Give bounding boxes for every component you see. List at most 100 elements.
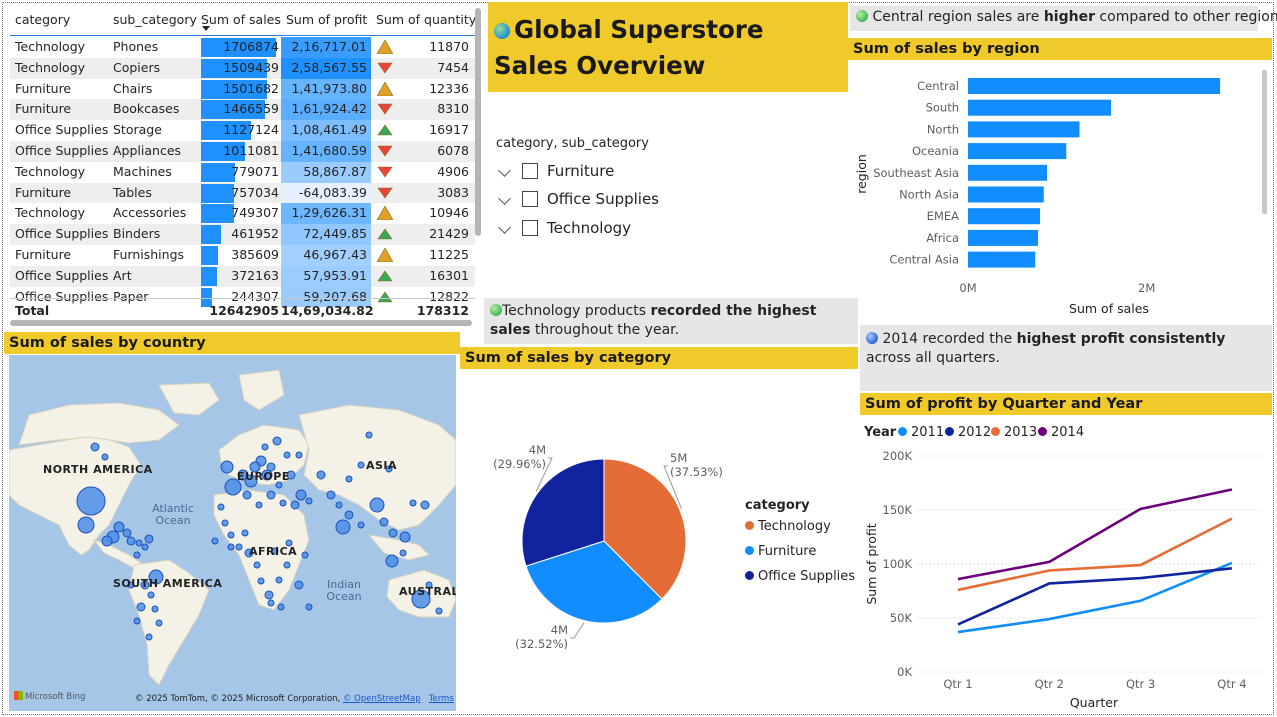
country-sales-bubble[interactable] [285, 539, 293, 547]
sales-map[interactable]: NORTH AMERICA EUROPE ASIA AFRICA SOUTH A… [9, 355, 456, 711]
country-sales-bubble[interactable] [211, 537, 219, 545]
country-sales-bubble[interactable] [435, 607, 443, 615]
country-sales-bubble[interactable] [151, 605, 159, 613]
country-sales-bubble[interactable] [294, 580, 304, 590]
country-sales-bubble[interactable] [266, 462, 276, 472]
country-sales-bubble[interactable] [283, 561, 291, 569]
table-row[interactable]: Technology Accessories 749307 1,29,626.31 10… [10, 203, 475, 225]
pie-slice-office-supplies[interactable] [521, 458, 605, 567]
country-sales-bubble[interactable] [261, 469, 273, 481]
line-legend-2013[interactable]: 2013 [991, 425, 1037, 440]
country-sales-bubble[interactable] [290, 500, 300, 510]
table-horizontal-scrollbar[interactable] [10, 320, 472, 326]
table-row[interactable]: Furniture Bookcases 1466559 1,61,924.42 8310 [10, 99, 475, 121]
country-sales-bubble[interactable] [420, 500, 430, 510]
country-sales-bubble[interactable] [365, 431, 373, 439]
country-sales-bubble[interactable] [305, 603, 313, 611]
country-sales-bubble[interactable] [77, 516, 95, 534]
country-sales-bubble[interactable] [275, 481, 283, 489]
country-sales-bubble[interactable] [267, 599, 275, 607]
country-sales-bubble[interactable] [148, 569, 164, 585]
country-sales-bubble[interactable] [126, 536, 136, 546]
table-row[interactable]: Technology Machines 779071 58,867.87 4906 [10, 161, 475, 183]
country-sales-bubble[interactable] [237, 469, 249, 481]
country-sales-bubble[interactable] [145, 633, 153, 641]
pie-legend-office-supplies[interactable]: Office Supplies [745, 569, 855, 584]
table-vertical-scrollbar[interactable] [475, 8, 481, 236]
col-header-sub-category[interactable]: sub_category [113, 12, 197, 27]
line-series-2014[interactable] [957, 488, 1233, 581]
country-sales-bubble[interactable] [133, 617, 141, 625]
country-sales-bubble[interactable] [133, 551, 141, 559]
country-sales-bubble[interactable] [113, 521, 125, 533]
line-series-2013[interactable] [957, 517, 1233, 592]
country-sales-bubble[interactable] [241, 529, 249, 537]
slicer-checkbox[interactable] [522, 163, 538, 179]
country-sales-bubble[interactable] [144, 534, 154, 544]
chevron-down-icon[interactable] [498, 192, 511, 205]
slicer-checkbox[interactable] [522, 191, 538, 207]
country-sales-bubble[interactable] [277, 603, 285, 611]
line-series-2011[interactable] [957, 561, 1233, 634]
table-row[interactable]: Office Supplies Art 372163 57,953.91 16301 [10, 265, 475, 287]
table-row[interactable]: Office Supplies Storage 1127124 1,08,461.49… [10, 120, 475, 141]
osm-link[interactable]: © OpenStreetMap [342, 694, 421, 704]
category-pie-chart[interactable]: 5M(37.53%)4M(32.52%)4M(29.96%) [460, 372, 858, 662]
country-sales-bubble[interactable] [90, 442, 100, 452]
country-sales-bubble[interactable] [335, 519, 351, 535]
map-canvas[interactable] [9, 355, 456, 711]
country-sales-bubble[interactable] [140, 580, 150, 590]
table-row[interactable]: Furniture Chairs 1501682 1,41,973.80 12336 [10, 78, 475, 100]
country-sales-bubble[interactable] [301, 551, 309, 559]
chevron-down-icon[interactable] [498, 164, 511, 177]
country-sales-bubble[interactable] [316, 470, 326, 480]
country-sales-bubble[interactable] [272, 436, 282, 446]
country-sales-bubble[interactable] [217, 503, 225, 511]
table-row[interactable]: Office Supplies Paper 244307 59,207.68 12822 [10, 286, 475, 308]
country-sales-bubble[interactable] [326, 490, 336, 500]
profit-line-chart[interactable]: 0K 50K 100K 150K 200K Qtr 1 Qtr 2 Qtr 3 Qtr 4 Qua… [860, 442, 1272, 714]
table-row[interactable]: Technology Phones 1706874 2,16,717.01 11870 [10, 37, 475, 58]
country-sales-bubble[interactable] [425, 581, 433, 589]
country-sales-bubble[interactable] [141, 543, 149, 551]
col-header-sales[interactable]: Sum of sales [201, 12, 281, 27]
country-sales-bubble[interactable] [255, 501, 263, 509]
country-sales-bubble[interactable] [227, 531, 235, 539]
table-row[interactable]: Furniture Furnishings 385609 46,967.43 11225 [10, 245, 475, 266]
country-sales-bubble[interactable] [155, 619, 163, 627]
col-header-quantity[interactable]: Sum of quantity [376, 12, 475, 27]
country-sales-bubble[interactable] [279, 499, 287, 507]
country-sales-bubble[interactable] [305, 497, 313, 505]
country-sales-bubble[interactable] [295, 451, 303, 459]
region-bar[interactable] [968, 143, 1067, 160]
country-sales-bubble[interactable] [411, 589, 431, 609]
country-sales-bubble[interactable] [409, 499, 417, 507]
table-row[interactable]: Office Supplies Appliances 1011081 1,41,680… [10, 141, 475, 162]
country-sales-bubble[interactable] [76, 486, 106, 516]
region-bar[interactable] [968, 99, 1112, 116]
country-sales-bubble[interactable] [253, 561, 261, 569]
pie-slice-technology[interactable] [603, 458, 687, 600]
country-sales-bubble[interactable] [242, 490, 252, 500]
country-sales-bubble[interactable] [344, 510, 354, 520]
line-legend-2014[interactable]: 2014 [1038, 425, 1084, 440]
country-sales-bubble[interactable] [101, 535, 113, 547]
region-bar[interactable] [968, 121, 1080, 138]
pie-legend-technology[interactable]: Technology [745, 519, 831, 534]
region-bar[interactable] [968, 186, 1044, 203]
country-sales-bubble[interactable] [220, 460, 234, 474]
country-sales-bubble[interactable] [122, 528, 132, 538]
slicer-checkbox[interactable] [522, 220, 538, 236]
line-legend-2011[interactable]: 2011 [898, 425, 944, 440]
country-sales-bubble[interactable] [221, 519, 229, 527]
region-bar[interactable] [968, 78, 1221, 94]
country-sales-bubble[interactable] [286, 470, 296, 480]
country-sales-bubble[interactable] [399, 549, 407, 557]
pie-slice-furniture[interactable] [525, 540, 663, 624]
table-row[interactable]: Technology Copiers 1509439 2,58,567.55 7454 [10, 57, 475, 79]
country-sales-bubble[interactable] [235, 543, 243, 551]
category-slicer[interactable]: category, sub_category Furniture Office … [492, 132, 822, 242]
col-header-profit[interactable]: Sum of profit [286, 12, 368, 27]
pie-legend-furniture[interactable]: Furniture [745, 544, 816, 559]
region-bar[interactable] [968, 164, 1048, 181]
